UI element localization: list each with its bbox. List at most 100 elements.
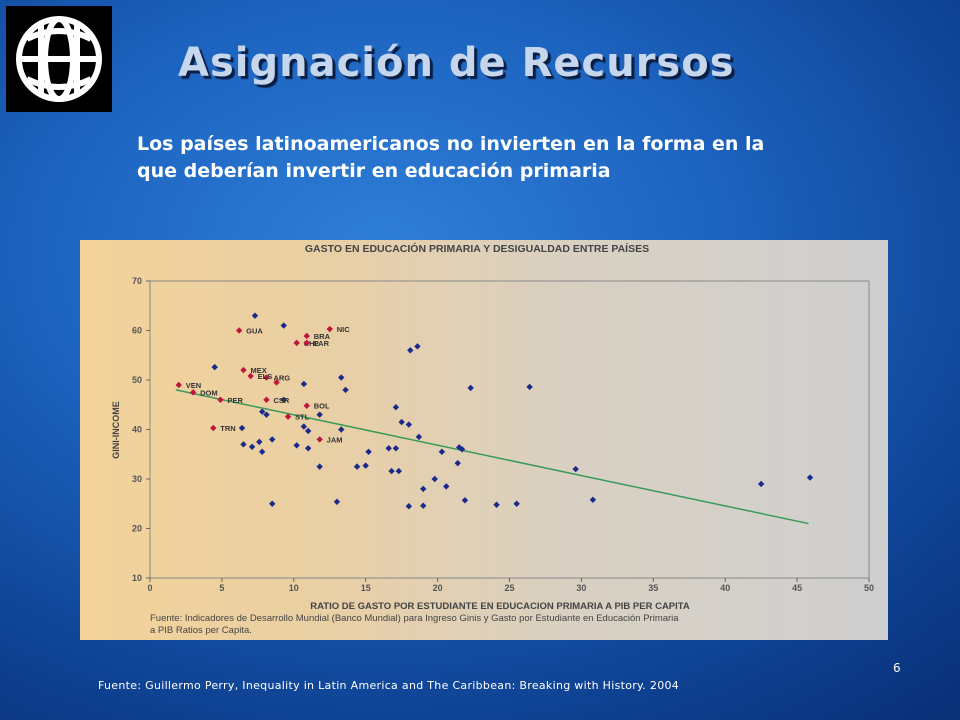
y-tick-label: 20 — [132, 524, 142, 534]
data-point — [526, 383, 533, 391]
data-point — [392, 445, 400, 452]
data-point — [342, 386, 349, 394]
data-point — [269, 436, 276, 443]
point-label: CSR — [273, 396, 289, 405]
point-label: PER — [227, 396, 243, 405]
data-point — [420, 485, 427, 493]
latin-america-data-point — [273, 379, 280, 386]
data-point — [338, 374, 345, 381]
data-point — [398, 418, 405, 426]
data-point — [338, 426, 345, 433]
y-tick-label: 50 — [132, 375, 142, 385]
point-label: ELS — [258, 372, 273, 381]
latin-america-data-point — [303, 402, 310, 409]
data-point — [405, 503, 413, 510]
point-label: BOL — [314, 402, 330, 411]
data-point — [304, 445, 312, 452]
latin-america-data-point — [316, 436, 323, 443]
latin-america-data-point — [210, 424, 217, 432]
data-point — [438, 448, 446, 455]
point-label: PAR — [314, 339, 330, 348]
point-label: NIC — [337, 325, 351, 334]
slide-title: Asignación de Recursos — [178, 40, 735, 86]
latin-america-data-point — [326, 325, 333, 333]
data-point — [395, 467, 402, 475]
latin-america-data-point — [303, 332, 310, 340]
point-label: DOM — [200, 388, 218, 397]
x-tick-label: 45 — [792, 583, 802, 593]
data-point — [388, 467, 395, 475]
chart-title: GASTO EN EDUCACIÓN PRIMARIA Y DESIGUALDA… — [305, 242, 649, 255]
data-point — [353, 463, 361, 470]
x-axis-label: RATIO DE GASTO POR ESTUDIANTE EN EDUCACI… — [310, 601, 690, 612]
x-tick-label: 25 — [504, 583, 514, 593]
data-point — [385, 445, 392, 452]
data-point — [420, 502, 427, 509]
point-label: MEX — [250, 366, 266, 375]
x-tick-label: 0 — [147, 583, 152, 593]
x-tick-label: 30 — [576, 583, 586, 593]
point-label: STL — [295, 413, 310, 422]
trendline — [175, 389, 809, 525]
data-point — [211, 363, 218, 371]
y-tick-label: 70 — [132, 276, 142, 286]
data-point — [238, 424, 246, 432]
footer-source: Fuente: Guillermo Perry, Inequality in L… — [98, 679, 680, 692]
data-point — [392, 404, 400, 411]
data-point — [454, 459, 461, 467]
latin-america-data-point — [189, 389, 197, 396]
latin-america-data-point — [175, 381, 182, 389]
data-point — [316, 463, 323, 470]
data-point — [251, 312, 259, 319]
latin-america-data-point — [235, 327, 243, 334]
point-label: BRA — [314, 332, 331, 341]
data-point — [362, 462, 369, 469]
data-point — [258, 408, 266, 415]
data-point — [431, 475, 438, 483]
scatter-chart-panel: GASTO EN EDUCACIÓN PRIMARIA Y DESIGUALDA… — [80, 240, 888, 640]
y-tick-label: 60 — [132, 326, 142, 336]
data-point — [280, 396, 287, 403]
data-point — [461, 497, 469, 504]
data-point — [269, 500, 276, 507]
data-point — [293, 442, 300, 449]
subtitle-line-2: que deberían invertir en educación prima… — [137, 160, 611, 182]
x-tick-label: 5 — [219, 583, 224, 593]
data-point — [589, 496, 597, 503]
x-tick-label: 50 — [864, 583, 874, 593]
latin-america-data-point — [263, 396, 270, 403]
data-point — [258, 448, 266, 455]
world-bank-logo — [6, 6, 112, 112]
data-point — [458, 446, 466, 453]
data-point — [300, 380, 308, 388]
x-tick-label: 20 — [433, 583, 443, 593]
x-tick-label: 35 — [648, 583, 658, 593]
latin-america-data-point — [240, 366, 247, 374]
data-point — [365, 448, 372, 455]
data-point — [316, 411, 323, 418]
y-tick-label: 40 — [132, 425, 142, 435]
point-label: GUA — [246, 327, 263, 336]
data-point — [493, 501, 500, 508]
point-label: ARG — [273, 374, 290, 383]
y-axis-label: GINI-INCOME — [111, 401, 121, 459]
x-tick-label: 40 — [720, 583, 730, 593]
data-point — [806, 474, 814, 481]
point-label: JAM — [327, 435, 343, 444]
data-point — [300, 423, 308, 430]
latin-america-data-point — [217, 396, 224, 403]
latin-america-data-point — [247, 372, 254, 380]
latin-america-data-point — [303, 339, 310, 347]
data-point — [443, 483, 450, 490]
y-tick-label: 30 — [132, 474, 142, 484]
data-point — [572, 465, 579, 473]
data-point — [405, 421, 413, 428]
data-point — [415, 433, 423, 441]
world-bank-globe-icon — [16, 16, 102, 102]
data-point — [280, 322, 287, 329]
data-point — [757, 480, 765, 488]
slide-subtitle: Los países latinoamericanos no invierten… — [137, 131, 937, 185]
point-label: VEN — [186, 381, 201, 390]
point-label: CHL — [304, 339, 320, 348]
data-point — [240, 441, 247, 448]
